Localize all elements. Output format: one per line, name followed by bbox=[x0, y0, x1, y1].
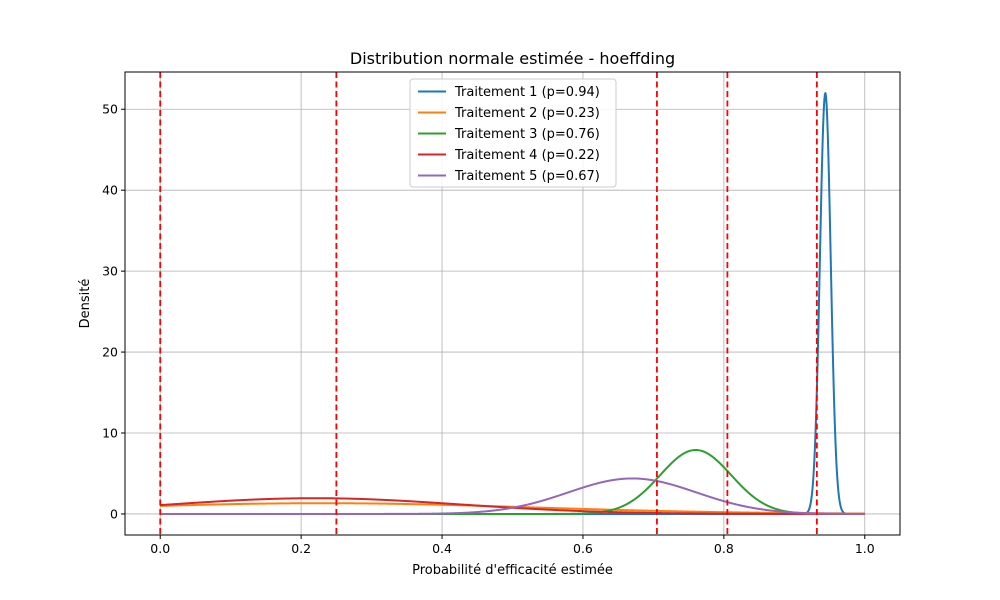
x-tick-label: 1.0 bbox=[855, 541, 875, 556]
legend: Traitement 1 (p=0.94) Traitement 2 (p=0.2… bbox=[409, 78, 617, 188]
x-tick-label: 0.2 bbox=[291, 541, 311, 556]
y-tick-label: 40 bbox=[102, 183, 118, 198]
y-tick-label: 50 bbox=[102, 102, 118, 117]
y-tick-label: 0 bbox=[110, 506, 118, 521]
plot-frame bbox=[124, 71, 901, 536]
y-axis-ticks: 0 10 20 30 40 50 bbox=[102, 102, 125, 521]
legend-label-4: Traitement 4 (p=0.22) bbox=[454, 148, 600, 163]
y-tick-label: 20 bbox=[102, 345, 118, 360]
chart-title: Distribution normale estimée - hoeffding bbox=[350, 49, 675, 68]
reference-lines bbox=[159, 72, 818, 535]
x-axis-ticks: 0.0 0.2 0.4 0.6 0.8 1.0 bbox=[150, 535, 875, 556]
legend-box bbox=[409, 78, 617, 188]
x-tick-label: 0.8 bbox=[714, 541, 734, 556]
x-axis-label: Probabilité d'efficacité estimée bbox=[412, 563, 613, 578]
y-tick-label: 30 bbox=[102, 264, 118, 279]
x-tick-label: 0.6 bbox=[573, 541, 593, 556]
y-tick-label: 10 bbox=[102, 426, 118, 441]
y-axis-label: Densité bbox=[78, 279, 93, 329]
x-tick-label: 0.4 bbox=[432, 541, 452, 556]
density-curves bbox=[159, 92, 866, 515]
series-line-5 bbox=[159, 477, 866, 515]
x-tick-label: 0.0 bbox=[150, 541, 170, 556]
legend-label-3: Traitement 3 (p=0.76) bbox=[454, 127, 600, 142]
legend-label-2: Traitement 2 (p=0.23) bbox=[454, 106, 600, 121]
legend-label-1: Traitement 1 (p=0.94) bbox=[454, 85, 600, 100]
legend-label-5: Traitement 5 (p=0.67) bbox=[454, 169, 600, 184]
